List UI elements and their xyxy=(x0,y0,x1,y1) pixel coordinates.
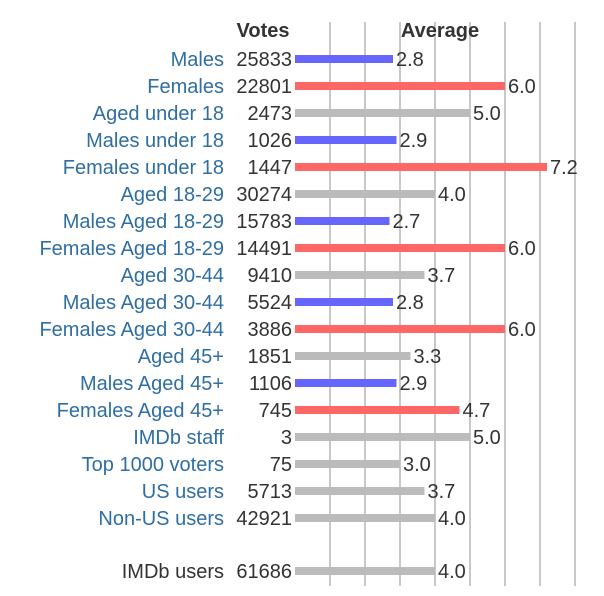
data-label: 4.0 xyxy=(438,508,466,530)
chart-row: Top 1000 voters 75 3.0 xyxy=(82,454,431,476)
data-label: 2.9 xyxy=(400,373,428,395)
bar-all xyxy=(295,190,435,198)
votes-count: 61686 xyxy=(236,561,292,583)
votes-count: 1106 xyxy=(249,373,292,395)
data-label: 3.0 xyxy=(403,454,431,476)
category-label[interactable]: Females under 18 xyxy=(63,157,224,179)
votes-count: 30274 xyxy=(236,184,292,206)
category-label[interactable]: Aged 45+ xyxy=(138,346,224,368)
votes-count: 25833 xyxy=(236,49,292,71)
chart-row: Males Aged 45+ 1106 2.9 xyxy=(80,373,427,395)
category-label[interactable]: Males under 18 xyxy=(86,130,224,152)
votes-header: Votes xyxy=(237,20,290,42)
chart-row: Females 22801 6.0 xyxy=(147,76,536,98)
votes-count: 42921 xyxy=(236,508,292,530)
data-label: 4.0 xyxy=(438,184,466,206)
data-label: 2.9 xyxy=(400,130,428,152)
chart-row: Females Aged 45+ 745 4.7 xyxy=(57,400,491,422)
chart-row: Non-US users 42921 4.0 xyxy=(98,508,465,530)
chart-row: Females Aged 18-29 14491 6.0 xyxy=(39,238,535,260)
chart-row: Males Aged 30-44 5524 2.8 xyxy=(63,292,424,314)
data-label: 3.7 xyxy=(428,481,456,503)
category-label[interactable]: Females xyxy=(147,76,224,98)
chart-row: Females Aged 30-44 3886 6.0 xyxy=(39,319,535,341)
votes-count: 15783 xyxy=(236,211,292,233)
average-header: Average xyxy=(401,20,479,42)
category-label[interactable]: Females Aged 18-29 xyxy=(39,238,224,260)
bar-all xyxy=(295,567,435,575)
votes-count: 3 xyxy=(281,427,292,449)
data-label: 2.8 xyxy=(396,292,424,314)
category-label[interactable]: Males Aged 18-29 xyxy=(63,211,224,233)
bar-female xyxy=(295,82,505,90)
votes-count: 1447 xyxy=(248,157,293,179)
chart-row: IMDb users 61686 4.0 xyxy=(122,561,466,583)
bar-all xyxy=(295,433,470,441)
data-label: 5.0 xyxy=(473,427,501,449)
category-label[interactable]: Aged 18-29 xyxy=(121,184,224,206)
chart-row: Males 25833 2.8 xyxy=(171,49,424,71)
data-label: 7.2 xyxy=(550,157,578,179)
votes-count: 5524 xyxy=(248,292,293,314)
chart-row: US users 5713 3.7 xyxy=(142,481,456,503)
bar-all xyxy=(295,514,435,522)
votes-count: 9410 xyxy=(248,265,293,287)
data-label: 6.0 xyxy=(508,319,536,341)
bar-male xyxy=(295,379,397,387)
chart-rows: Males 25833 2.8 Females 22801 6.0 Aged under 1… xyxy=(39,49,577,583)
votes-count: 5713 xyxy=(248,481,293,503)
chart-row: Aged 30-44 9410 3.7 xyxy=(121,265,456,287)
bar-all xyxy=(295,271,425,279)
data-label: 4.0 xyxy=(438,561,466,583)
chart-row: Males under 18 1026 2.9 xyxy=(86,130,427,152)
category-label[interactable]: Non-US users xyxy=(98,508,224,530)
data-label: 2.8 xyxy=(396,49,424,71)
category-label[interactable]: Top 1000 voters xyxy=(82,454,224,476)
votes-count: 1026 xyxy=(248,130,293,152)
votes-count: 22801 xyxy=(236,76,292,98)
bar-male xyxy=(295,55,393,63)
chart-row: Males Aged 18-29 15783 2.7 xyxy=(63,211,421,233)
bar-all xyxy=(295,460,400,468)
votes-count: 14491 xyxy=(236,238,292,260)
category-label[interactable]: Aged 30-44 xyxy=(121,265,224,287)
data-label: 6.0 xyxy=(508,76,536,98)
chart-row: Aged 45+ 1851 3.3 xyxy=(138,346,442,368)
category-label[interactable]: Males xyxy=(171,49,224,71)
chart-row: Aged under 18 2473 5.0 xyxy=(93,103,501,125)
data-label: 6.0 xyxy=(508,238,536,260)
category-label[interactable]: IMDb staff xyxy=(133,427,224,449)
bar-all xyxy=(295,352,411,360)
bar-male xyxy=(295,298,393,306)
chart-row: Females under 18 1447 7.2 xyxy=(63,157,578,179)
category-label[interactable]: Females Aged 30-44 xyxy=(39,319,224,341)
category-label[interactable]: Females Aged 45+ xyxy=(57,400,224,422)
data-label: 3.3 xyxy=(414,346,442,368)
votes-count: 2473 xyxy=(248,103,293,125)
votes-count: 1851 xyxy=(248,346,293,368)
category-label: IMDb users xyxy=(122,561,224,583)
bar-female xyxy=(295,163,547,171)
category-label[interactable]: Males Aged 45+ xyxy=(80,373,224,395)
data-label: 2.7 xyxy=(393,211,421,233)
bar-all xyxy=(295,109,470,117)
chart-row: IMDb staff 3 5.0 xyxy=(133,427,501,449)
category-label[interactable]: US users xyxy=(142,481,224,503)
bar-male xyxy=(295,217,390,225)
bar-female xyxy=(295,325,505,333)
data-label: 5.0 xyxy=(473,103,501,125)
bar-male xyxy=(295,136,397,144)
chart-row: Aged 18-29 30274 4.0 xyxy=(121,184,466,206)
category-label[interactable]: Males Aged 30-44 xyxy=(63,292,224,314)
data-label: 3.7 xyxy=(428,265,456,287)
votes-count: 75 xyxy=(270,454,292,476)
votes-count: 3886 xyxy=(248,319,293,341)
bar-female xyxy=(295,406,460,414)
data-label: 4.7 xyxy=(463,400,491,422)
votes-count: 745 xyxy=(259,400,292,422)
category-label[interactable]: Aged under 18 xyxy=(93,103,224,125)
bar-all xyxy=(295,487,425,495)
bar-female xyxy=(295,244,505,252)
